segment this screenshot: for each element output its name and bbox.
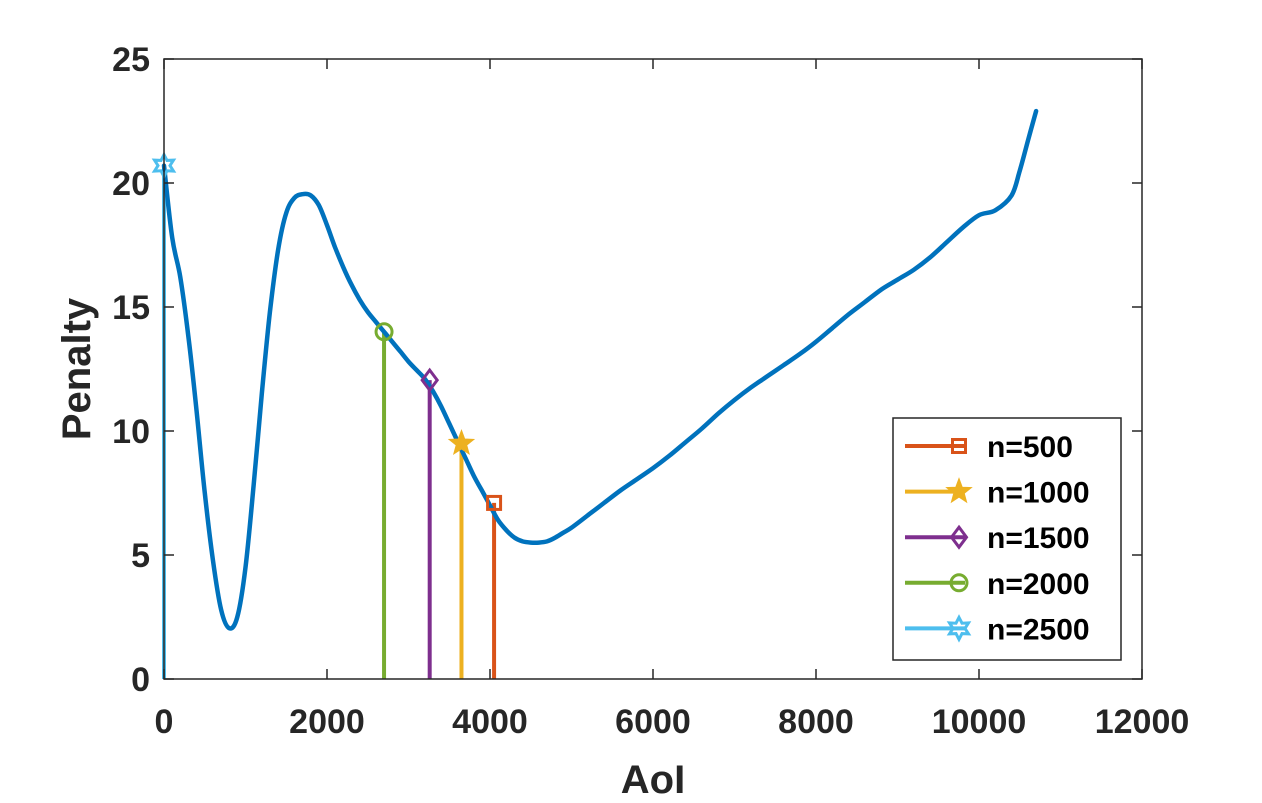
legend: n=500 n=1000 n=1500 n=2000 n=2500 [892,417,1122,661]
ticks-layer: 0 2000 4000 6000 8000 10000 12000 0 5 10 15 20 25 [112,41,1189,741]
penalty-curve [161,108,1039,631]
legend-label: n=500 [987,431,1073,464]
y-tick-label: 0 [131,661,150,699]
legend-marker-n=2000 [949,573,969,593]
legend-label: n=2500 [987,613,1090,646]
legend-label: n=1500 [987,522,1090,555]
legend-label: n=2000 [987,568,1090,601]
x-tick-label: 6000 [615,703,691,741]
x-tick-label: 8000 [778,703,854,741]
marker-layer [151,151,503,511]
legend-marker-n=2500 [946,614,972,643]
y-axis-title: Penalty [55,297,99,440]
x-axis-title: AoI [621,758,685,802]
marker-n=500 [486,494,503,511]
marker-n=2000 [374,322,394,342]
x-tick-label: 0 [155,703,174,741]
x-tick-label: 2000 [289,703,365,741]
legend-marker-n=1000 [945,477,973,504]
y-tick-label: 25 [112,41,150,79]
y-tick-label: 5 [131,537,150,575]
y-tick-label: 10 [112,413,150,451]
legend-marker-n=500 [951,438,967,454]
x-tick-label: 4000 [452,703,528,741]
legend-label: n=1000 [987,477,1090,510]
x-tick-label: 12000 [1095,703,1190,741]
x-tick-label: 10000 [932,703,1027,741]
marker-n=1000 [447,428,476,456]
marker-n=1500 [420,367,440,393]
legend-marker-n=1500 [949,524,969,550]
curve-layer [161,108,1039,631]
y-tick-label: 20 [112,165,150,203]
y-tick-label: 15 [112,289,150,327]
